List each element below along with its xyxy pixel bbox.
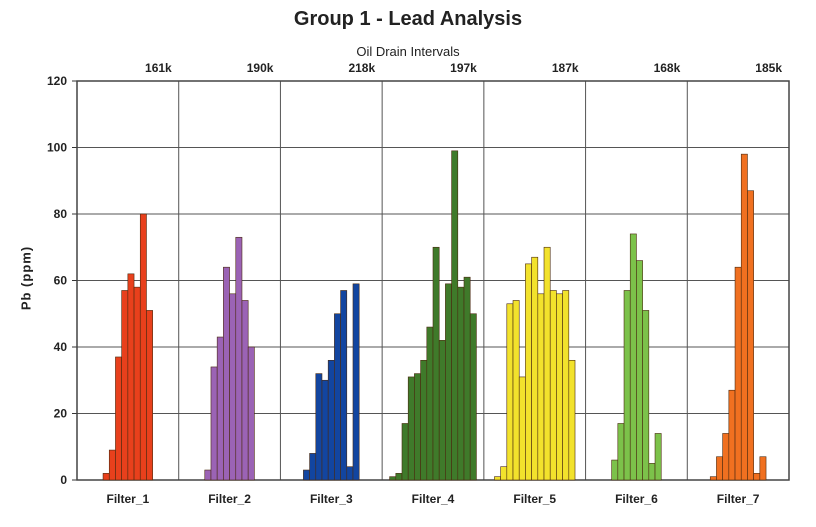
bar [512,300,520,481]
bar [235,236,243,481]
x-category-label: Filter_5 [513,492,556,506]
bar [728,389,736,481]
bar [753,473,761,481]
interval-label: 218k [348,61,375,75]
x-category-label: Filter_7 [717,492,760,506]
bar [709,476,717,481]
bar [537,293,545,481]
x-category-label: Filter_1 [107,492,150,506]
bar [115,356,122,481]
bar [451,150,459,481]
bar [611,459,619,481]
bar [321,379,329,481]
bar [247,346,255,481]
bar [549,290,557,481]
bar [716,456,723,481]
bar [531,256,539,481]
bar [445,283,452,481]
y-tick-label: 60 [54,274,68,288]
bar [562,290,570,481]
bar [556,293,563,481]
bar [740,153,748,481]
x-category-label: Filter_3 [310,492,353,506]
x-category-label: Filter_2 [208,492,251,506]
bar [734,266,742,481]
bar [334,313,341,481]
bar [352,283,360,481]
bar [617,423,625,481]
bar [629,233,637,481]
bar [133,286,141,481]
bar [494,476,501,481]
bar [389,476,397,481]
bar [426,326,434,481]
x-category-label: Filter_4 [412,492,455,506]
bar [432,246,440,481]
bar [759,456,767,481]
bar [438,340,446,481]
bar [525,263,532,481]
bar [127,273,135,481]
bar [210,366,218,481]
bar [121,290,129,481]
chart-subtitle: Oil Drain Intervals [356,44,460,59]
y-tick-label: 40 [54,340,68,354]
bar [543,246,551,481]
interval-label: 187k [552,61,579,75]
bar [216,336,224,481]
bar [518,376,526,481]
bar [500,466,508,481]
bar [327,359,335,481]
bar [146,310,153,481]
bar [642,310,650,481]
y-tick-label: 120 [47,74,67,88]
bar [420,359,428,481]
bar [463,276,471,481]
y-tick-label: 20 [54,407,68,421]
interval-label: 168k [654,61,681,75]
bar [102,473,110,481]
bar [469,313,477,481]
bar [636,260,643,481]
y-tick-label: 0 [60,473,67,487]
bar [229,293,237,481]
bar [401,423,409,481]
bar [204,469,212,481]
bar [747,190,754,481]
bar [648,463,656,481]
bar [414,373,421,481]
bar [506,303,514,481]
bar [223,266,230,481]
interval-label: 190k [247,61,274,75]
bar [568,359,576,481]
bar [139,213,147,481]
bar [241,300,249,481]
y-tick-label: 100 [47,141,67,155]
bar [309,453,317,481]
chart-title: Group 1 - Lead Analysis [293,8,523,30]
bar [722,433,730,481]
bar [315,373,323,481]
bar [108,449,116,481]
interval-label: 197k [450,61,477,75]
y-tick-label: 80 [54,207,68,221]
bar [346,466,354,481]
bar [654,433,662,481]
bar [623,290,631,481]
bar [457,286,465,481]
x-category-label: Filter_6 [615,492,658,506]
interval-label: 185k [755,61,782,75]
bar [407,376,415,481]
interval-label: 161k [145,61,172,75]
bar [340,290,348,481]
bar [395,473,403,481]
bar [303,469,310,481]
